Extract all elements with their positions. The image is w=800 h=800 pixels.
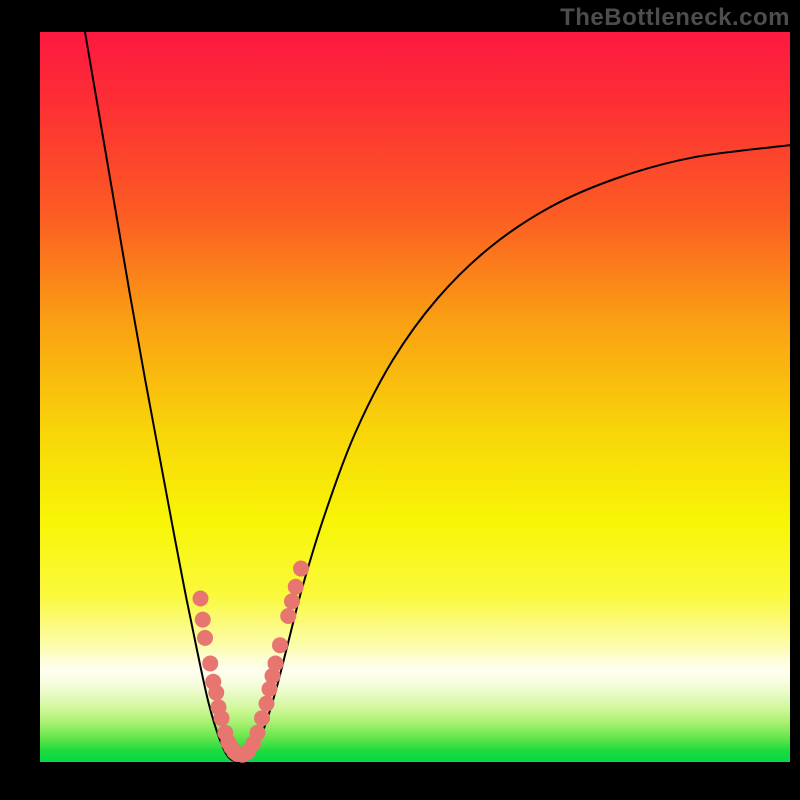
data-marker [284, 593, 300, 609]
data-marker [208, 685, 224, 701]
data-marker [280, 608, 296, 624]
data-marker [268, 655, 284, 671]
data-marker [214, 710, 230, 726]
data-marker [293, 561, 309, 577]
data-marker [202, 655, 218, 671]
data-marker [288, 579, 304, 595]
data-marker [254, 710, 270, 726]
data-marker [195, 612, 211, 628]
bottleneck-curve [85, 32, 790, 761]
curve-layer [40, 32, 790, 762]
watermark-text: TheBottleneck.com [560, 4, 790, 32]
chart-canvas: TheBottleneck.com [0, 0, 800, 800]
data-marker [197, 630, 213, 646]
data-marker [250, 725, 266, 741]
data-marker [272, 637, 288, 653]
data-marker [259, 696, 275, 712]
data-marker [193, 590, 209, 606]
